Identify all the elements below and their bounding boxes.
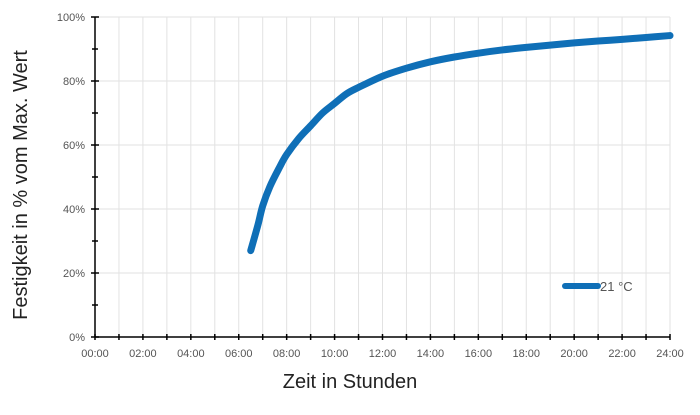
x-tick-label: 14:00 (417, 348, 445, 360)
x-tick-label: 12:00 (369, 348, 397, 360)
x-tick-label: 04:00 (177, 348, 205, 360)
y-tick-label: 60% (63, 140, 85, 152)
series-line (247, 32, 674, 255)
y-tick-label: 80% (63, 76, 85, 88)
x-tick-label: 24:00 (656, 348, 684, 360)
y-axis: 0% 20% 40% 60% 80% 100% (57, 12, 99, 344)
data-series (247, 32, 674, 255)
x-tick-label: 00:00 (81, 348, 109, 360)
plot-grid (95, 16, 671, 337)
x-tick-label: 22:00 (608, 348, 636, 360)
y-axis-title: Festigkeit in % vom Max. Wert (10, 50, 32, 320)
x-tick-label: 06:00 (225, 348, 253, 360)
legend: 21 °C (562, 279, 633, 294)
y-tick-label: 40% (63, 204, 85, 216)
x-axis-title: Zeit in Stunden (283, 371, 418, 393)
x-tick-label: 16:00 (465, 348, 493, 360)
x-tick-label: 02:00 (129, 348, 157, 360)
x-tick-label: 20:00 (560, 348, 588, 360)
x-tick-label: 08:00 (273, 348, 301, 360)
y-tick-label: 100% (57, 12, 85, 24)
y-tick-label: 0% (69, 332, 85, 344)
legend-label: 21 °C (600, 279, 633, 294)
x-tick-label: 18:00 (512, 348, 540, 360)
y-tick-label: 20% (63, 268, 85, 280)
x-tick-label: 10:00 (321, 348, 349, 360)
x-axis: 00:00 02:00 04:00 06:00 08:00 10:00 12:00 14:00… (81, 334, 684, 360)
